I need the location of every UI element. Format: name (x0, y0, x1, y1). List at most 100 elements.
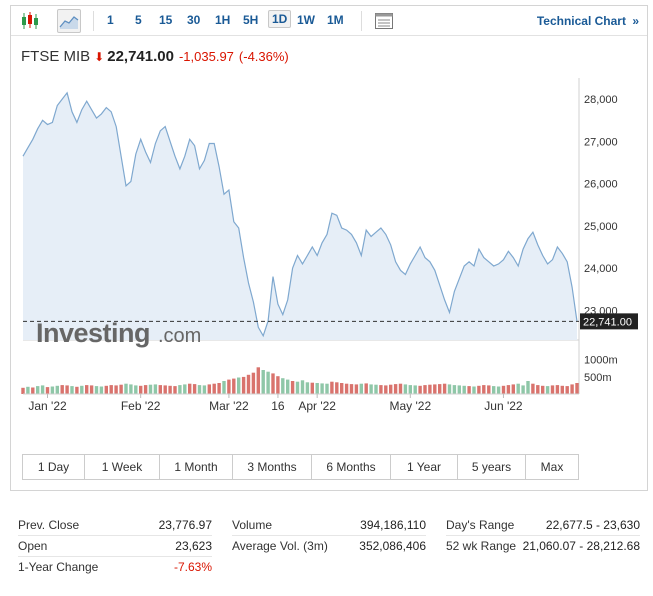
watermark-brand: Investing (36, 318, 150, 348)
timeframe-15[interactable]: 15 (159, 13, 173, 27)
timeframe-1d[interactable]: 1D (268, 10, 292, 28)
timeframe-1[interactable]: 1 (107, 13, 114, 27)
x-tick-label: Apr '22 (298, 399, 336, 413)
volume-bar (340, 383, 344, 394)
timeframe-1m[interactable]: 1M (327, 13, 344, 27)
data-table-icon[interactable] (373, 10, 395, 32)
volume-bar (45, 387, 50, 394)
volume-bar (192, 384, 197, 394)
timeframe-30[interactable]: 30 (187, 13, 201, 27)
volume-bar (286, 379, 290, 394)
stat-value: 23,623 (175, 539, 212, 553)
volume-bar (344, 383, 349, 394)
volume-bar (423, 385, 427, 394)
volume-bar (555, 385, 560, 394)
volume-bar (183, 384, 187, 394)
volume-bar (526, 381, 530, 394)
volume-bar (232, 378, 236, 394)
timeframe-5h[interactable]: 5H (243, 13, 259, 27)
technical-chart-link[interactable]: Technical Chart » (537, 14, 639, 28)
stat-label: Volume (232, 518, 273, 532)
area-chart-icon[interactable] (57, 9, 81, 33)
timeframe-5[interactable]: 5 (135, 13, 142, 27)
volume-bar (109, 385, 113, 394)
x-tick-label: Jun '22 (484, 399, 523, 413)
volume-bar (496, 386, 501, 394)
volume-bar (359, 383, 363, 394)
volume-bar (482, 385, 486, 394)
chart-toolbar: 1 5 15 30 1H 5H 1D 1W 1M Technical Chart… (11, 6, 647, 36)
x-tick-label: Mar '22 (209, 399, 249, 413)
range-1-month[interactable]: 1 Month (160, 455, 233, 479)
stat-value: 352,086,406 (359, 539, 426, 553)
volume-bar (65, 385, 69, 394)
range-6-months[interactable]: 6 Months (312, 455, 391, 479)
volume-bar (241, 376, 246, 394)
volume-bar (384, 385, 388, 394)
volume-bar (541, 385, 545, 394)
timeframe-1w[interactable]: 1W (297, 13, 315, 27)
volume-bar (36, 386, 40, 394)
volume-bar (129, 384, 133, 394)
range-1-year[interactable]: 1 Year (391, 455, 458, 479)
stat-label: Open (18, 539, 48, 553)
volume-bar (442, 383, 447, 394)
volume-bar (408, 385, 412, 394)
volume-bar (506, 385, 511, 394)
volume-bar (364, 383, 368, 394)
volume-bar (89, 385, 94, 394)
volume-bar (212, 383, 216, 394)
volume-bar (104, 385, 108, 394)
range-5-years[interactable]: 5 years (458, 455, 526, 479)
range-selector: 1 Day 1 Week 1 Month 3 Months 6 Months 1… (22, 454, 579, 480)
volume-bar (276, 376, 280, 394)
technical-chart-label: Technical Chart (536, 14, 626, 28)
volume-bar (80, 385, 84, 394)
volume-bar (320, 383, 324, 394)
range-1-day[interactable]: 1 Day (23, 455, 85, 479)
volume-bar (300, 380, 305, 394)
volume-bar (433, 384, 437, 394)
volume-bar (163, 385, 167, 394)
volume-tick-label: 500m (584, 372, 612, 384)
last-price-tag: 22,741.00 (580, 313, 638, 330)
volume-bar (202, 385, 207, 394)
range-3-months[interactable]: 3 Months (233, 455, 312, 479)
volume-bar (281, 378, 285, 394)
volume-bar (99, 386, 104, 394)
y-tick-label: 26,000 (584, 179, 618, 191)
stat-label: Prev. Close (18, 518, 80, 532)
x-tick-label: 16 (271, 399, 285, 413)
volume-bar (139, 385, 143, 394)
timeframe-1h[interactable]: 1H (215, 13, 231, 27)
volume-bar (85, 385, 89, 394)
last-price-tag-bg (580, 313, 638, 330)
volume-bar (575, 383, 579, 394)
stat-label: 1-Year Change (18, 560, 99, 574)
volume-bar (428, 384, 432, 394)
volume-bar (487, 385, 491, 394)
volume-bar (462, 385, 466, 394)
volume-bar (379, 385, 383, 394)
volume-bar (536, 385, 540, 394)
volume-bar (354, 384, 359, 394)
stat-52-week-range: 52 wk Range 21,060.07 - 28,212.68 (446, 536, 640, 557)
volume-bar (438, 384, 442, 394)
range-max[interactable]: Max (526, 455, 578, 479)
price-area (23, 92, 577, 340)
volume-bar (457, 385, 461, 394)
volume-bar (545, 386, 550, 394)
volume-bar (335, 382, 339, 394)
volume-bar (168, 385, 172, 394)
range-1-week[interactable]: 1 Week (85, 455, 160, 479)
volume-bar (521, 385, 525, 394)
candlestick-chart-icon[interactable] (19, 10, 41, 32)
stat-value: 23,776.97 (158, 518, 212, 532)
volume-bar (570, 384, 574, 394)
volume-bar (227, 379, 231, 394)
volume-bar (178, 385, 182, 394)
quote-header: FTSE MIB ⬇ 22,741.00 -1,035.97 (-4.36%) (21, 48, 289, 65)
last-price: 22,741.00 (107, 48, 174, 65)
volume-bar (153, 384, 158, 394)
